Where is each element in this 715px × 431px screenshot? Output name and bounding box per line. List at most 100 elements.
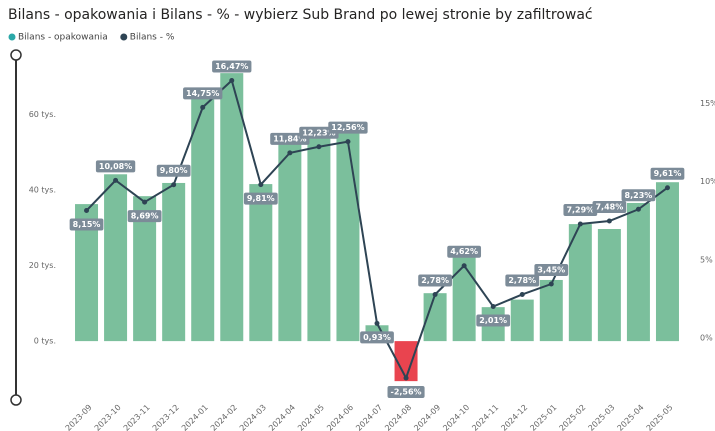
bar [162, 182, 186, 342]
data-label-box [387, 385, 425, 398]
data-label-text: 11,84% [273, 134, 306, 143]
data-label: 2,78% [505, 274, 540, 287]
data-label: 8,23% [621, 189, 656, 202]
line-point [548, 281, 554, 287]
x-tick-label: 2024-10 [441, 403, 471, 431]
data-label: 7,48% [592, 201, 627, 214]
bar [133, 196, 157, 342]
x-tick-label: 2025-02 [558, 403, 588, 431]
data-label-text: 2,78% [508, 276, 536, 285]
data-label-text: 8,69% [131, 212, 159, 221]
line-point [606, 218, 612, 224]
x-tick-label: 2024-03 [238, 403, 268, 431]
data-label-box [69, 218, 104, 231]
data-label: 8,15% [69, 218, 104, 231]
data-label: 3,45% [534, 264, 569, 277]
data-label-text: 8,23% [625, 191, 653, 200]
x-tick-label: 2025-01 [528, 403, 558, 431]
data-label-box [183, 87, 223, 100]
data-label-text: 2,78% [421, 276, 449, 285]
line-point [519, 291, 525, 297]
bar [220, 73, 244, 342]
x-tick-label: 2023-09 [64, 403, 94, 431]
line-point [461, 263, 467, 269]
bar [510, 299, 534, 342]
data-label: 4,62% [447, 245, 482, 258]
bar [394, 341, 418, 382]
y2-tick-label: 0% [700, 333, 713, 342]
x-tick-label: 2025-03 [587, 403, 617, 431]
y-tick-label: 60 tys. [29, 110, 56, 119]
data-label-box [360, 331, 394, 344]
y-tick-label: 20 tys. [29, 261, 56, 270]
line-point [664, 185, 670, 191]
data-label-box [592, 201, 627, 214]
data-label-text: 8,15% [73, 220, 101, 229]
line-point [84, 208, 90, 214]
legend-marker [120, 33, 128, 41]
bar [597, 229, 621, 342]
data-label-box [505, 274, 540, 287]
data-label-text: -2,56% [391, 387, 422, 396]
data-label: 9,61% [650, 167, 685, 180]
chart-title: Bilans - opakowania i Bilans - % - wybie… [8, 7, 593, 23]
data-label-text: 12,23% [302, 128, 335, 137]
x-tick-label: 2023-12 [151, 403, 181, 431]
x-tick-label: 2023-10 [93, 403, 123, 431]
x-tick-label: 2025-05 [645, 403, 675, 431]
line-point [142, 199, 148, 205]
line-point [345, 139, 351, 145]
bar [249, 184, 273, 342]
y2-tick-label: 15% [700, 99, 715, 108]
bar [307, 135, 331, 342]
data-label-box [447, 245, 482, 258]
data-label: 0,93% [360, 331, 394, 344]
data-label: 12,56% [328, 121, 368, 134]
bar [191, 97, 215, 342]
line-point [258, 182, 264, 188]
x-tick-label: 2025-04 [616, 403, 646, 431]
line-point [577, 221, 583, 227]
data-label-text: 2,01% [479, 316, 507, 325]
bar [75, 204, 99, 342]
x-tick-label: 2024-11 [470, 403, 500, 431]
data-label-box [621, 189, 656, 202]
data-label-text: 7,29% [566, 205, 594, 214]
y-tick-label: 40 tys. [29, 186, 56, 195]
data-label: 7,29% [563, 203, 598, 216]
bar [278, 140, 302, 342]
slider-handle[interactable] [10, 49, 22, 61]
line-point [200, 104, 206, 110]
line-point [113, 177, 119, 183]
bar [104, 174, 128, 342]
data-label-box [476, 314, 511, 327]
line-point [490, 304, 496, 310]
x-tick-label: 2024-05 [296, 403, 326, 431]
bar [655, 182, 679, 342]
line-point [171, 182, 177, 188]
line-point [316, 144, 322, 150]
bar [336, 132, 360, 342]
line-point [432, 291, 438, 297]
data-label-text: 9,80% [160, 166, 188, 175]
line-point [635, 206, 641, 212]
data-label: 9,80% [156, 164, 191, 177]
slider[interactable] [10, 49, 22, 406]
data-label-text: 7,48% [595, 203, 623, 212]
slider-handle[interactable] [10, 394, 22, 406]
legend-marker [8, 33, 16, 41]
data-label-text: 3,45% [537, 266, 565, 275]
data-label-box [418, 274, 452, 287]
data-label-box [156, 164, 191, 177]
legend-label: Bilans - opakowania [18, 33, 108, 43]
data-label-box [127, 210, 162, 223]
data-label-text: 4,62% [450, 247, 478, 256]
data-label-text: 12,56% [331, 123, 364, 132]
line-point [374, 320, 380, 326]
data-label: 14,75% [183, 87, 223, 100]
x-tick-label: 2024-07 [354, 403, 384, 431]
data-label-text: 14,75% [186, 89, 219, 98]
x-tick-label: 2024-09 [412, 403, 442, 431]
y-tick-label: 0 tys. [34, 337, 56, 346]
x-tick-label: 2024-12 [499, 403, 529, 431]
